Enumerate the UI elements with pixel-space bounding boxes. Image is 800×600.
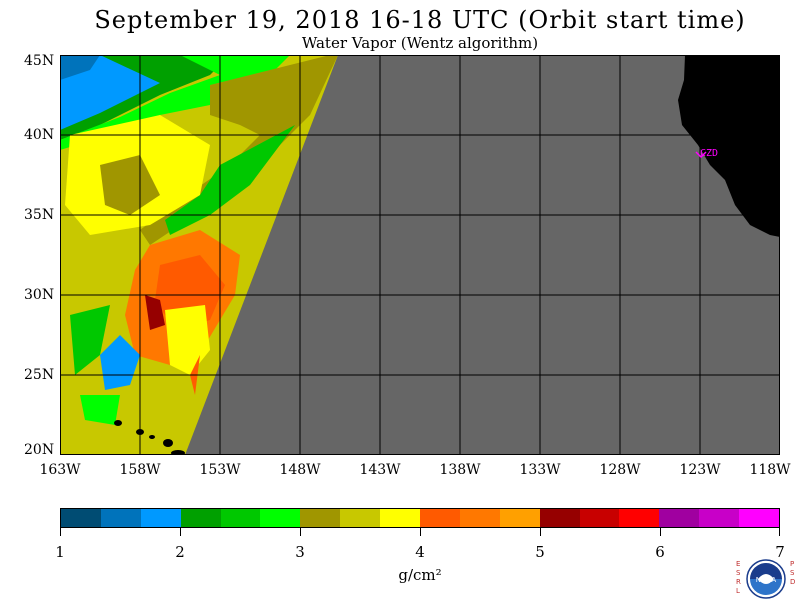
colorbar-segment — [739, 509, 780, 527]
colorbar-tick-mark — [540, 528, 541, 536]
colorbar-tick-mark — [300, 528, 301, 536]
noaa-emblem: NOAA — [746, 559, 786, 599]
colorbar-segment — [300, 509, 341, 527]
lon-label-133w: 133W — [519, 462, 561, 478]
colorbar-tick-mark — [420, 528, 421, 536]
lon-label-123w: 123W — [679, 462, 721, 478]
colorbar-tick-mark — [660, 528, 661, 536]
colorbar-segment — [340, 509, 381, 527]
colorbar-segment — [180, 509, 221, 527]
logo-center-text: NOAA — [756, 576, 777, 584]
colorbar-segment — [380, 509, 421, 527]
lon-label-158w: 158W — [119, 462, 161, 478]
colorbar-segment — [499, 509, 540, 527]
lon-label-138w: 138W — [439, 462, 481, 478]
colorbar-segment — [579, 509, 620, 527]
map-border — [60, 55, 780, 455]
colorbar-segment — [459, 509, 500, 527]
station-label: CZD — [700, 148, 718, 159]
colorbar-tick-mark — [180, 528, 181, 536]
colorbar-segment — [539, 509, 580, 527]
lat-lon-grid — [60, 55, 780, 455]
colorbar-segment — [100, 509, 141, 527]
lon-label-153w: 153W — [199, 462, 241, 478]
hawaii-islands — [114, 420, 185, 455]
coastline-land — [678, 55, 780, 237]
lat-label-20n: 20N — [24, 442, 55, 458]
colorbar-segment — [140, 509, 181, 527]
colorbar-segment — [420, 509, 460, 527]
lat-label-35n: 35N — [24, 207, 55, 223]
page-title: September 19, 2018 16-18 UTC (Orbit star… — [94, 6, 746, 34]
colorbar-tick-5: 5 — [535, 543, 545, 561]
colorbar-segment — [260, 509, 301, 527]
lon-label-163w: 163W — [39, 462, 81, 478]
colorbar-segment — [220, 509, 261, 527]
colorbar-segment — [61, 509, 101, 527]
lat-label-40n: 40N — [24, 127, 55, 143]
lon-label-148w: 148W — [279, 462, 321, 478]
colorbar-segment — [699, 509, 740, 527]
colorbar-tick-2: 2 — [175, 543, 185, 561]
colorbar-tick-mark — [60, 528, 61, 536]
lat-label-25n: 25N — [24, 367, 55, 383]
colorbar-tick-3: 3 — [295, 543, 305, 561]
page-subtitle: Water Vapor (Wentz algorithm) — [301, 34, 539, 52]
colorbar-tick-7: 7 — [775, 543, 785, 561]
water-vapor-map: CZD — [60, 55, 780, 455]
lat-label-45n: 45N — [24, 53, 55, 69]
lon-label-118w: 118W — [749, 462, 791, 478]
station-marker-czd: CZD — [695, 148, 718, 159]
lon-label-143w: 143W — [359, 462, 401, 478]
colorbar-segment — [659, 509, 700, 527]
lat-label-30n: 30N — [24, 287, 55, 303]
colorbar-tick-6: 6 — [655, 543, 665, 561]
lon-label-128w: 128W — [599, 462, 641, 478]
colorbar-units: g/cm² — [398, 566, 442, 584]
colorbar-segment — [619, 509, 660, 527]
colorbar — [60, 508, 780, 528]
colorbar-tick-mark — [779, 528, 780, 536]
colorbar-tick-1: 1 — [55, 543, 65, 561]
colorbar-tick-4: 4 — [415, 543, 425, 561]
